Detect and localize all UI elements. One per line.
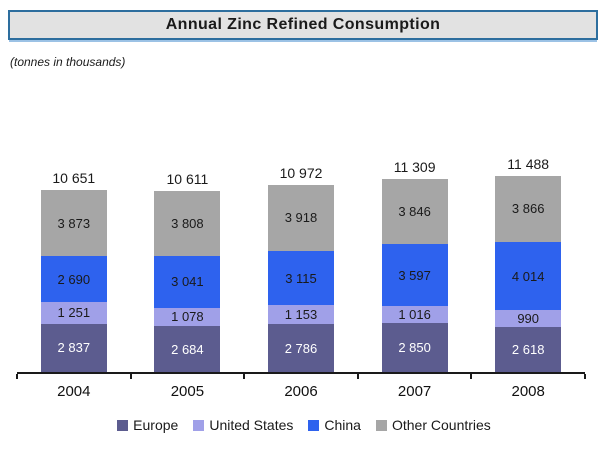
- bar-segment-europe-2008: 2 618: [495, 327, 562, 372]
- bar-segment-united_states-2008: 990: [495, 310, 562, 328]
- segment-value-label: 3 597: [398, 267, 431, 283]
- segment-value-label: 3 808: [171, 215, 204, 231]
- bar-segment-united_states-2006: 1 153: [268, 304, 334, 325]
- bar-segment-china-2006: 3 115: [268, 251, 334, 305]
- x-axis-tick: [16, 374, 18, 379]
- legend-label: Other Countries: [391, 417, 491, 433]
- bar-segment-china-2007: 3 597: [381, 244, 448, 306]
- segment-value-label: 2 618: [511, 342, 545, 358]
- segment-value-label: 990: [517, 311, 540, 327]
- segment-value-label: 1 016: [398, 307, 431, 323]
- bar-segment-europe-2004: 2 837: [40, 323, 107, 372]
- legend-label: Europe: [133, 417, 179, 433]
- segment-value-label: 1 078: [171, 309, 204, 325]
- legend-item-other_countries: Other Countries: [375, 417, 491, 433]
- legend-item-united_states: United States: [193, 417, 293, 433]
- x-axis-label-2006: 2006: [284, 383, 318, 400]
- x-axis-tick: [584, 374, 586, 379]
- bar-segment-china-2008: 4 014: [495, 241, 562, 311]
- chart-subtitle: (tonnes in thousands): [10, 55, 126, 69]
- segment-value-label: 3 846: [398, 204, 431, 220]
- segment-value-label: 1 251: [57, 305, 91, 321]
- bar-segment-other_countries-2008: 3 866: [495, 175, 562, 242]
- x-axis-tick: [129, 374, 132, 379]
- chart-legend: Europe United States China Other Countries: [0, 417, 608, 433]
- segment-value-label: 3 918: [284, 210, 318, 226]
- x-axis-tick: [470, 374, 473, 379]
- legend-label: United States: [209, 417, 294, 433]
- legend-swatch-icon: [308, 419, 320, 431]
- bar-segment-other_countries-2007: 3 846: [381, 178, 448, 245]
- legend-swatch-icon: [117, 419, 129, 431]
- bar-segment-europe-2006: 2 786: [268, 324, 334, 372]
- bar-segment-europe-2007: 2 850: [381, 323, 448, 372]
- bar-segment-other_countries-2004: 3 873: [40, 190, 107, 257]
- segment-value-label: 2 837: [57, 340, 91, 356]
- segment-value-label: 3 041: [171, 274, 204, 290]
- segment-value-label: 1 153: [284, 307, 318, 323]
- segment-value-label: 3 115: [285, 270, 317, 286]
- x-axis-label-2007: 2007: [397, 383, 432, 400]
- bar-segment-europe-2005: 2 684: [154, 326, 221, 372]
- bar-total-label-2004: 10 651: [52, 170, 96, 186]
- x-axis-line: [17, 372, 585, 374]
- bar-total-label-2005: 10 611: [166, 170, 209, 187]
- legend-item-europe: Europe: [117, 417, 178, 433]
- segment-value-label: 3 873: [57, 215, 91, 231]
- bar-segment-other_countries-2005: 3 808: [154, 190, 221, 256]
- bar-segment-united_states-2004: 1 251: [40, 302, 107, 324]
- segment-value-label: 2 684: [171, 341, 204, 357]
- bar-total-label-2008: 11 488: [507, 155, 550, 172]
- bar-total-label-2007: 11 309: [393, 158, 436, 175]
- segment-value-label: 2 786: [284, 340, 318, 356]
- x-axis-tick: [356, 374, 359, 379]
- x-axis-label-2008: 2008: [511, 383, 545, 400]
- x-axis-tick: [243, 374, 246, 379]
- x-axis-label-2004: 2004: [57, 383, 91, 400]
- segment-value-label: 2 850: [398, 340, 431, 356]
- bar-segment-united_states-2005: 1 078: [154, 307, 221, 327]
- x-axis-label-2005: 2005: [170, 383, 205, 400]
- bar-segment-united_states-2007: 1 016: [381, 305, 448, 324]
- legend-swatch-icon: [375, 419, 387, 431]
- segment-value-label: 4 014: [511, 268, 545, 284]
- legend-swatch-icon: [193, 419, 205, 431]
- bar-segment-other_countries-2006: 3 918: [268, 184, 334, 252]
- chart-title: Annual Zinc Refined Consumption: [165, 16, 441, 33]
- legend-label: China: [324, 417, 361, 433]
- bar-total-label-2006: 10 972: [279, 164, 323, 181]
- bar-segment-china-2005: 3 041: [154, 255, 221, 308]
- segment-value-label: 3 866: [511, 201, 545, 217]
- segment-value-label: 2 690: [57, 271, 91, 287]
- bar-segment-china-2004: 2 690: [40, 256, 107, 303]
- legend-item-china: China: [308, 417, 361, 433]
- chart-title-box: Annual Zinc Refined Consumption: [8, 10, 598, 40]
